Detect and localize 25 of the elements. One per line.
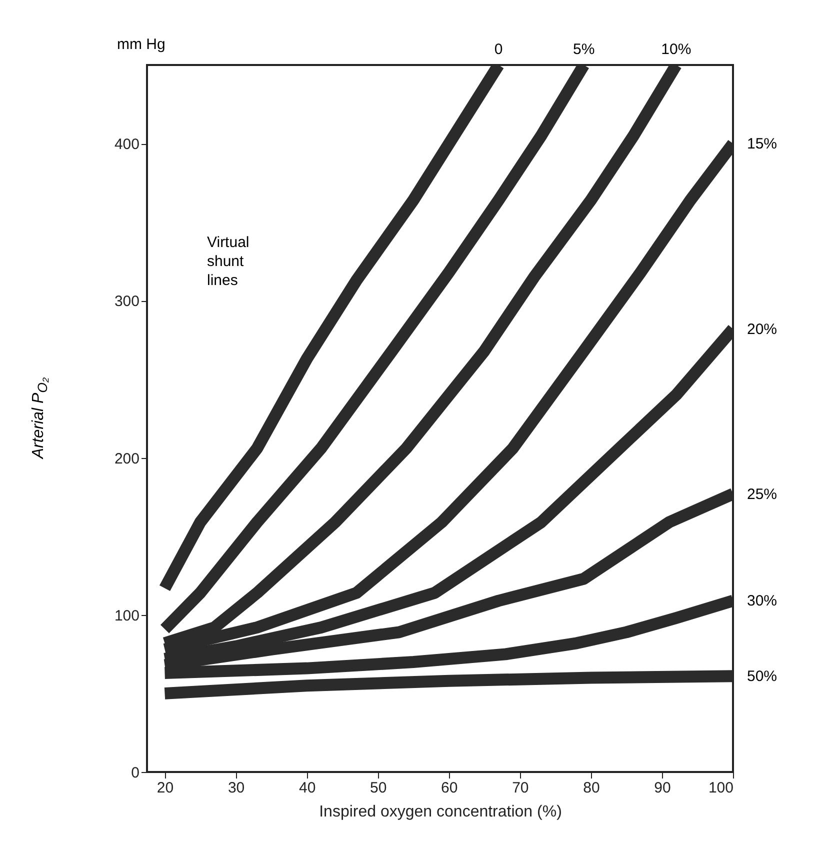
series-label: 50% xyxy=(747,668,778,686)
annotation: Virtual shunt lines xyxy=(207,234,250,289)
series-label: 30% xyxy=(747,592,778,610)
x-tick-label: 90 xyxy=(654,780,671,796)
text: mm Hg xyxy=(117,36,166,53)
x-axis-title: Inspired oxygen concentration (%) xyxy=(319,804,562,820)
series-label: 5% xyxy=(572,41,595,58)
series-label: 10% xyxy=(661,41,692,58)
x-tick-label: 30 xyxy=(228,780,245,796)
x-tick-label: 60 xyxy=(441,780,458,796)
x-tick-label: 70 xyxy=(512,780,529,796)
y-tick-label: 300 xyxy=(114,293,140,310)
series-label: 20% xyxy=(747,320,778,338)
x-tick-label: 20 xyxy=(156,780,174,796)
y-tick-label: 200 xyxy=(114,450,140,468)
y-tick-label: 400 xyxy=(114,136,140,154)
y-tick-label: 100 xyxy=(114,607,140,624)
x-tick-label: 40 xyxy=(298,780,316,796)
series-label: 15% xyxy=(747,136,778,153)
x-tick-label: 80 xyxy=(583,780,600,796)
x-tick-label: 100 xyxy=(708,780,734,796)
x-tick-label: 50 xyxy=(370,780,387,796)
series-label: 0 xyxy=(494,41,503,58)
y-tick-label: 0 xyxy=(131,764,140,782)
series-label: 25% xyxy=(747,486,778,503)
